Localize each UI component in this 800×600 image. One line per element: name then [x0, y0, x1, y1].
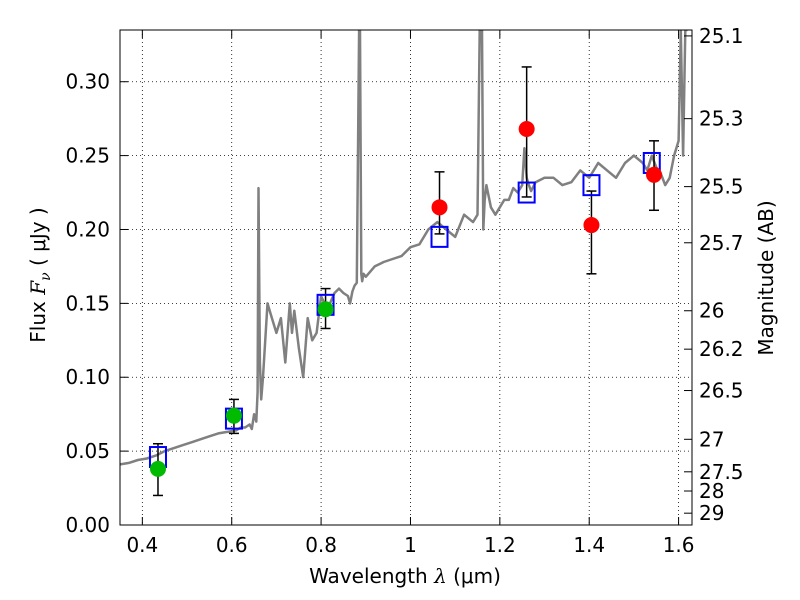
y2-axis-label: Magnitude (AB)	[754, 200, 778, 355]
plot-frame	[119, 29, 693, 526]
x-tick-label: 1.6	[663, 533, 695, 557]
y2-tick-label: 25.3	[699, 107, 744, 131]
x-tick-label: 0.8	[305, 533, 337, 557]
y-tick-label: 0.20	[65, 217, 110, 241]
y-tick-label: 0.05	[65, 439, 110, 463]
grid	[120, 30, 692, 525]
y2-tick-label: 26.2	[699, 337, 744, 361]
y-tick-label: 0.15	[65, 291, 110, 315]
x-tick-label: 0.4	[126, 533, 158, 557]
y2-tick-label: 27	[699, 427, 724, 451]
green-data-point	[317, 301, 334, 318]
model-square-marker	[517, 181, 536, 204]
red-data-point	[583, 217, 600, 234]
y-axis-label: Flux Fν ( μJy )	[26, 207, 54, 342]
x-axis-label: Wavelength λ (μm)	[309, 564, 501, 588]
red-data-point	[431, 199, 448, 216]
y-tick-label: 0.30	[65, 70, 110, 94]
x-tick-label: 1.4	[573, 533, 605, 557]
green-data-point	[149, 460, 166, 477]
tick-layer: 0.4 0.6 0.8 1 1.2 1.4 1.6 0.00 0.05 0.10 0.15 0.20 0…	[65, 24, 743, 557]
y-tick-label: 0.25	[65, 144, 110, 168]
y2-tick-label: 28	[699, 479, 724, 503]
y-tick-label: 0.00	[65, 513, 110, 537]
x-tick-label: 1.2	[484, 533, 516, 557]
y-tick-label: 0.10	[65, 365, 110, 389]
marker-layer	[148, 121, 663, 477]
x-tick-label: 0.6	[216, 533, 248, 557]
red-data-point	[518, 121, 535, 137]
y2-tick-label: 25.5	[699, 175, 744, 199]
model-square-marker	[430, 225, 449, 248]
model-square-marker	[582, 174, 601, 197]
y2-tick-label: 25.7	[699, 231, 744, 255]
y2-tick-label: 29	[699, 501, 724, 525]
y2-tick-label: 26	[699, 299, 724, 323]
spectrum-layer	[120, 30, 688, 466]
y2-tick-label: 25.1	[699, 24, 744, 48]
green-data-point	[225, 407, 242, 424]
y2-tick-label: 26.5	[699, 379, 744, 403]
spectrum-line	[120, 30, 688, 466]
y2-tick-label: 27.5	[699, 460, 744, 484]
x-tick-label: 1	[404, 533, 417, 557]
red-data-point	[646, 166, 663, 183]
